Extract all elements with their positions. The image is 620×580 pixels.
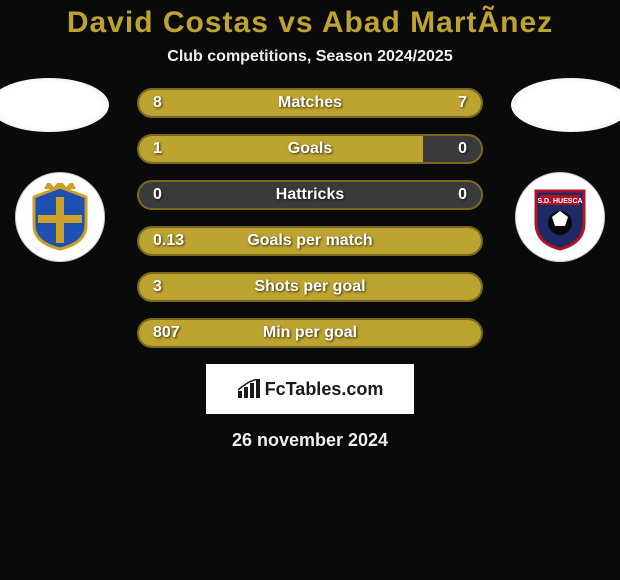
player-left-silhouette-icon bbox=[0, 78, 109, 132]
stat-row: 8 7 Matches bbox=[137, 88, 483, 118]
stat-label: Goals bbox=[288, 140, 332, 158]
stat-value-left: 0.13 bbox=[153, 232, 184, 250]
player-left-column bbox=[0, 88, 120, 368]
page-title: David Costas vs Abad MartÃnez bbox=[0, 0, 620, 40]
stat-row: 0.13 Goals per match bbox=[137, 226, 483, 256]
footer-date: 26 november 2024 bbox=[0, 430, 620, 451]
stat-bars-list: 8 7 Matches 1 0 Goals 0 0 Hattricks 0.13 Goals per… bbox=[137, 88, 483, 348]
stat-value-left: 3 bbox=[153, 278, 162, 296]
stat-row: 3 Shots per goal bbox=[137, 272, 483, 302]
player-right-column: S.D. HUESCA bbox=[500, 88, 620, 368]
bar-chart-icon bbox=[237, 379, 261, 399]
player-right-silhouette-icon bbox=[511, 78, 620, 132]
stat-value-left: 0 bbox=[153, 186, 162, 204]
stat-value-right: 0 bbox=[458, 186, 467, 204]
stat-label: Matches bbox=[278, 94, 342, 112]
content-area: S.D. HUESCA 87Matches10Goals00Hattricks0… bbox=[0, 88, 620, 348]
watermark-text: FcTables.com bbox=[265, 379, 384, 400]
comparison-card: David Costas vs Abad MartÃnez Club compe… bbox=[0, 0, 620, 580]
svg-text:S.D. HUESCA: S.D. HUESCA bbox=[537, 198, 582, 205]
stat-value-left: 8 bbox=[153, 94, 162, 112]
stat-row: 807 Min per goal bbox=[137, 318, 483, 348]
oviedo-crest-icon bbox=[30, 183, 90, 251]
stat-value-left: 807 bbox=[153, 324, 180, 342]
stat-label: Shots per goal bbox=[254, 278, 365, 296]
stat-row: 1 0 Goals bbox=[137, 134, 483, 164]
watermark-badge: FcTables.com bbox=[206, 364, 414, 414]
stat-label: Min per goal bbox=[263, 324, 357, 342]
stat-label: Goals per match bbox=[247, 232, 372, 250]
stat-label: Hattricks bbox=[276, 186, 344, 204]
left-crest-badge bbox=[15, 172, 105, 262]
stat-value-right: 7 bbox=[458, 94, 467, 112]
page-subtitle: Club competitions, Season 2024/2025 bbox=[0, 48, 620, 66]
stat-fill-left bbox=[139, 136, 423, 162]
stat-value-left: 1 bbox=[153, 140, 162, 158]
right-crest-badge: S.D. HUESCA bbox=[515, 172, 605, 262]
stat-value-right: 0 bbox=[458, 140, 467, 158]
stat-fill-right bbox=[321, 90, 481, 116]
huesca-crest-icon: S.D. HUESCA bbox=[530, 183, 590, 251]
stat-row: 0 0 Hattricks bbox=[137, 180, 483, 210]
